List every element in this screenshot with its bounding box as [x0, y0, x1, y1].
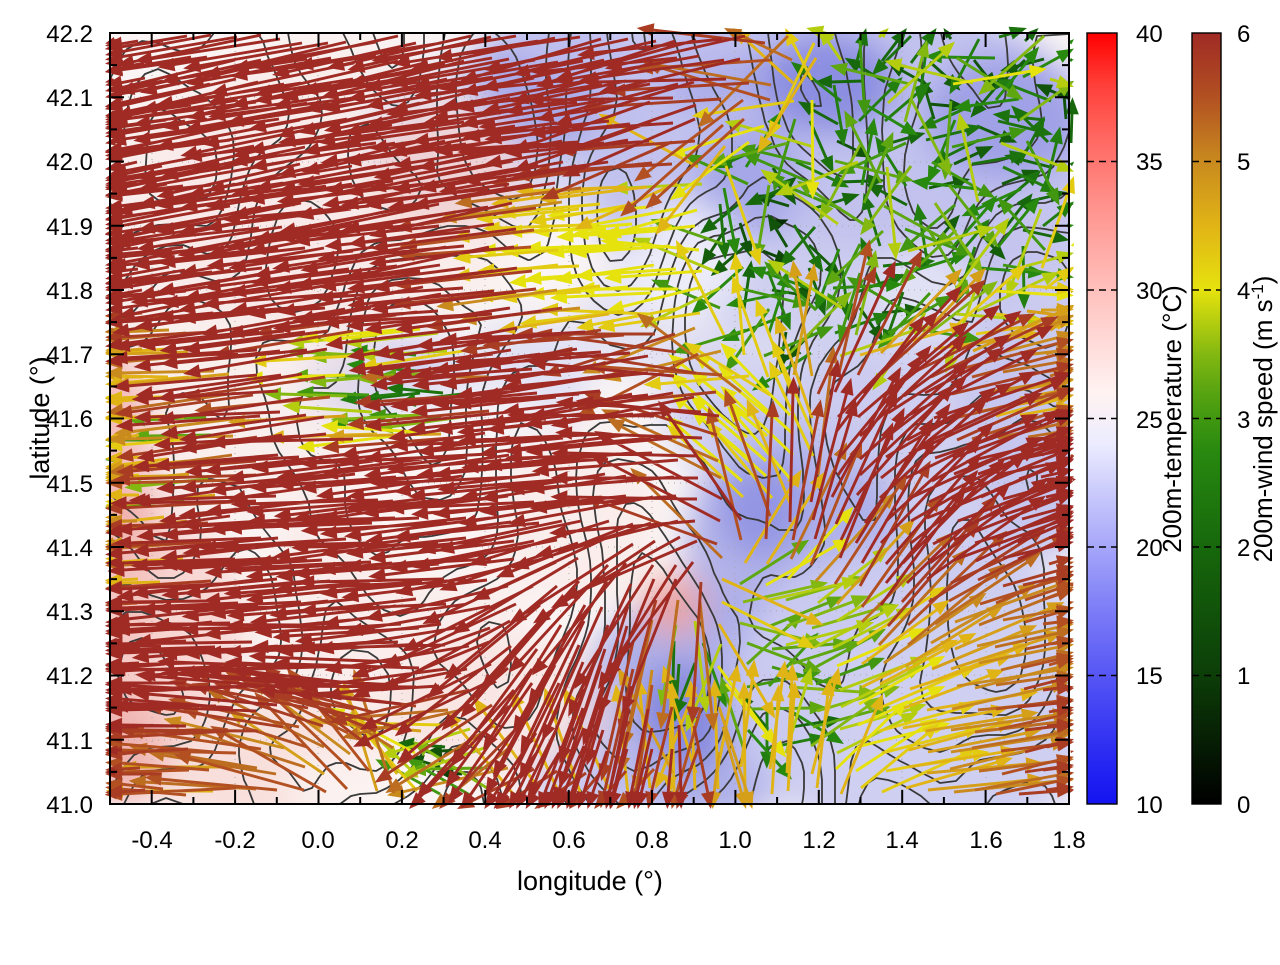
- svg-text:0.8: 0.8: [635, 827, 668, 854]
- svg-text:0.2: 0.2: [385, 827, 418, 854]
- svg-text:0.4: 0.4: [468, 827, 501, 854]
- svg-text:41.9: 41.9: [46, 214, 93, 241]
- svg-text:-0.4: -0.4: [131, 827, 172, 854]
- svg-text:35: 35: [1136, 149, 1163, 176]
- svg-text:0: 0: [1237, 792, 1250, 819]
- svg-text:41.5: 41.5: [46, 471, 93, 498]
- svg-text:20: 20: [1136, 535, 1163, 562]
- svg-text:-0.2: -0.2: [214, 827, 255, 854]
- svg-text:41.2: 41.2: [46, 663, 93, 690]
- svg-text:1: 1: [1237, 663, 1250, 690]
- svg-text:42.2: 42.2: [46, 21, 93, 48]
- svg-text:10: 10: [1136, 792, 1163, 819]
- svg-text:5: 5: [1237, 149, 1250, 176]
- svg-text:1.0: 1.0: [718, 827, 751, 854]
- svg-text:6: 6: [1237, 21, 1250, 48]
- svg-text:40: 40: [1136, 21, 1163, 48]
- svg-text:longitude (°): longitude (°): [517, 866, 663, 896]
- svg-text:41.3: 41.3: [46, 599, 93, 626]
- svg-text:41.4: 41.4: [46, 535, 93, 562]
- svg-text:42.0: 42.0: [46, 149, 93, 176]
- svg-text:2: 2: [1237, 535, 1250, 562]
- svg-text:3: 3: [1237, 407, 1250, 434]
- svg-text:200m-temperature (°C): 200m-temperature (°C): [1157, 285, 1187, 553]
- svg-text:25: 25: [1136, 407, 1163, 434]
- svg-text:1.8: 1.8: [1052, 827, 1085, 854]
- svg-text:0.6: 0.6: [552, 827, 585, 854]
- svg-text:41.0: 41.0: [46, 792, 93, 819]
- svg-text:1.2: 1.2: [802, 827, 835, 854]
- svg-text:42.1: 42.1: [46, 85, 93, 112]
- svg-text:1.6: 1.6: [969, 827, 1002, 854]
- svg-text:41.7: 41.7: [46, 342, 93, 369]
- svg-text:41.8: 41.8: [46, 278, 93, 305]
- svg-text:30: 30: [1136, 278, 1163, 305]
- svg-text:15: 15: [1136, 663, 1163, 690]
- svg-text:latitude (°): latitude (°): [25, 356, 55, 479]
- svg-text:1.4: 1.4: [885, 827, 918, 854]
- svg-text:200m-wind speed (m s-1): 200m-wind speed (m s-1): [1248, 276, 1278, 563]
- svg-text:41.6: 41.6: [46, 406, 93, 433]
- svg-text:4: 4: [1237, 278, 1250, 305]
- svg-text:0.0: 0.0: [301, 827, 334, 854]
- svg-text:41.1: 41.1: [46, 728, 93, 755]
